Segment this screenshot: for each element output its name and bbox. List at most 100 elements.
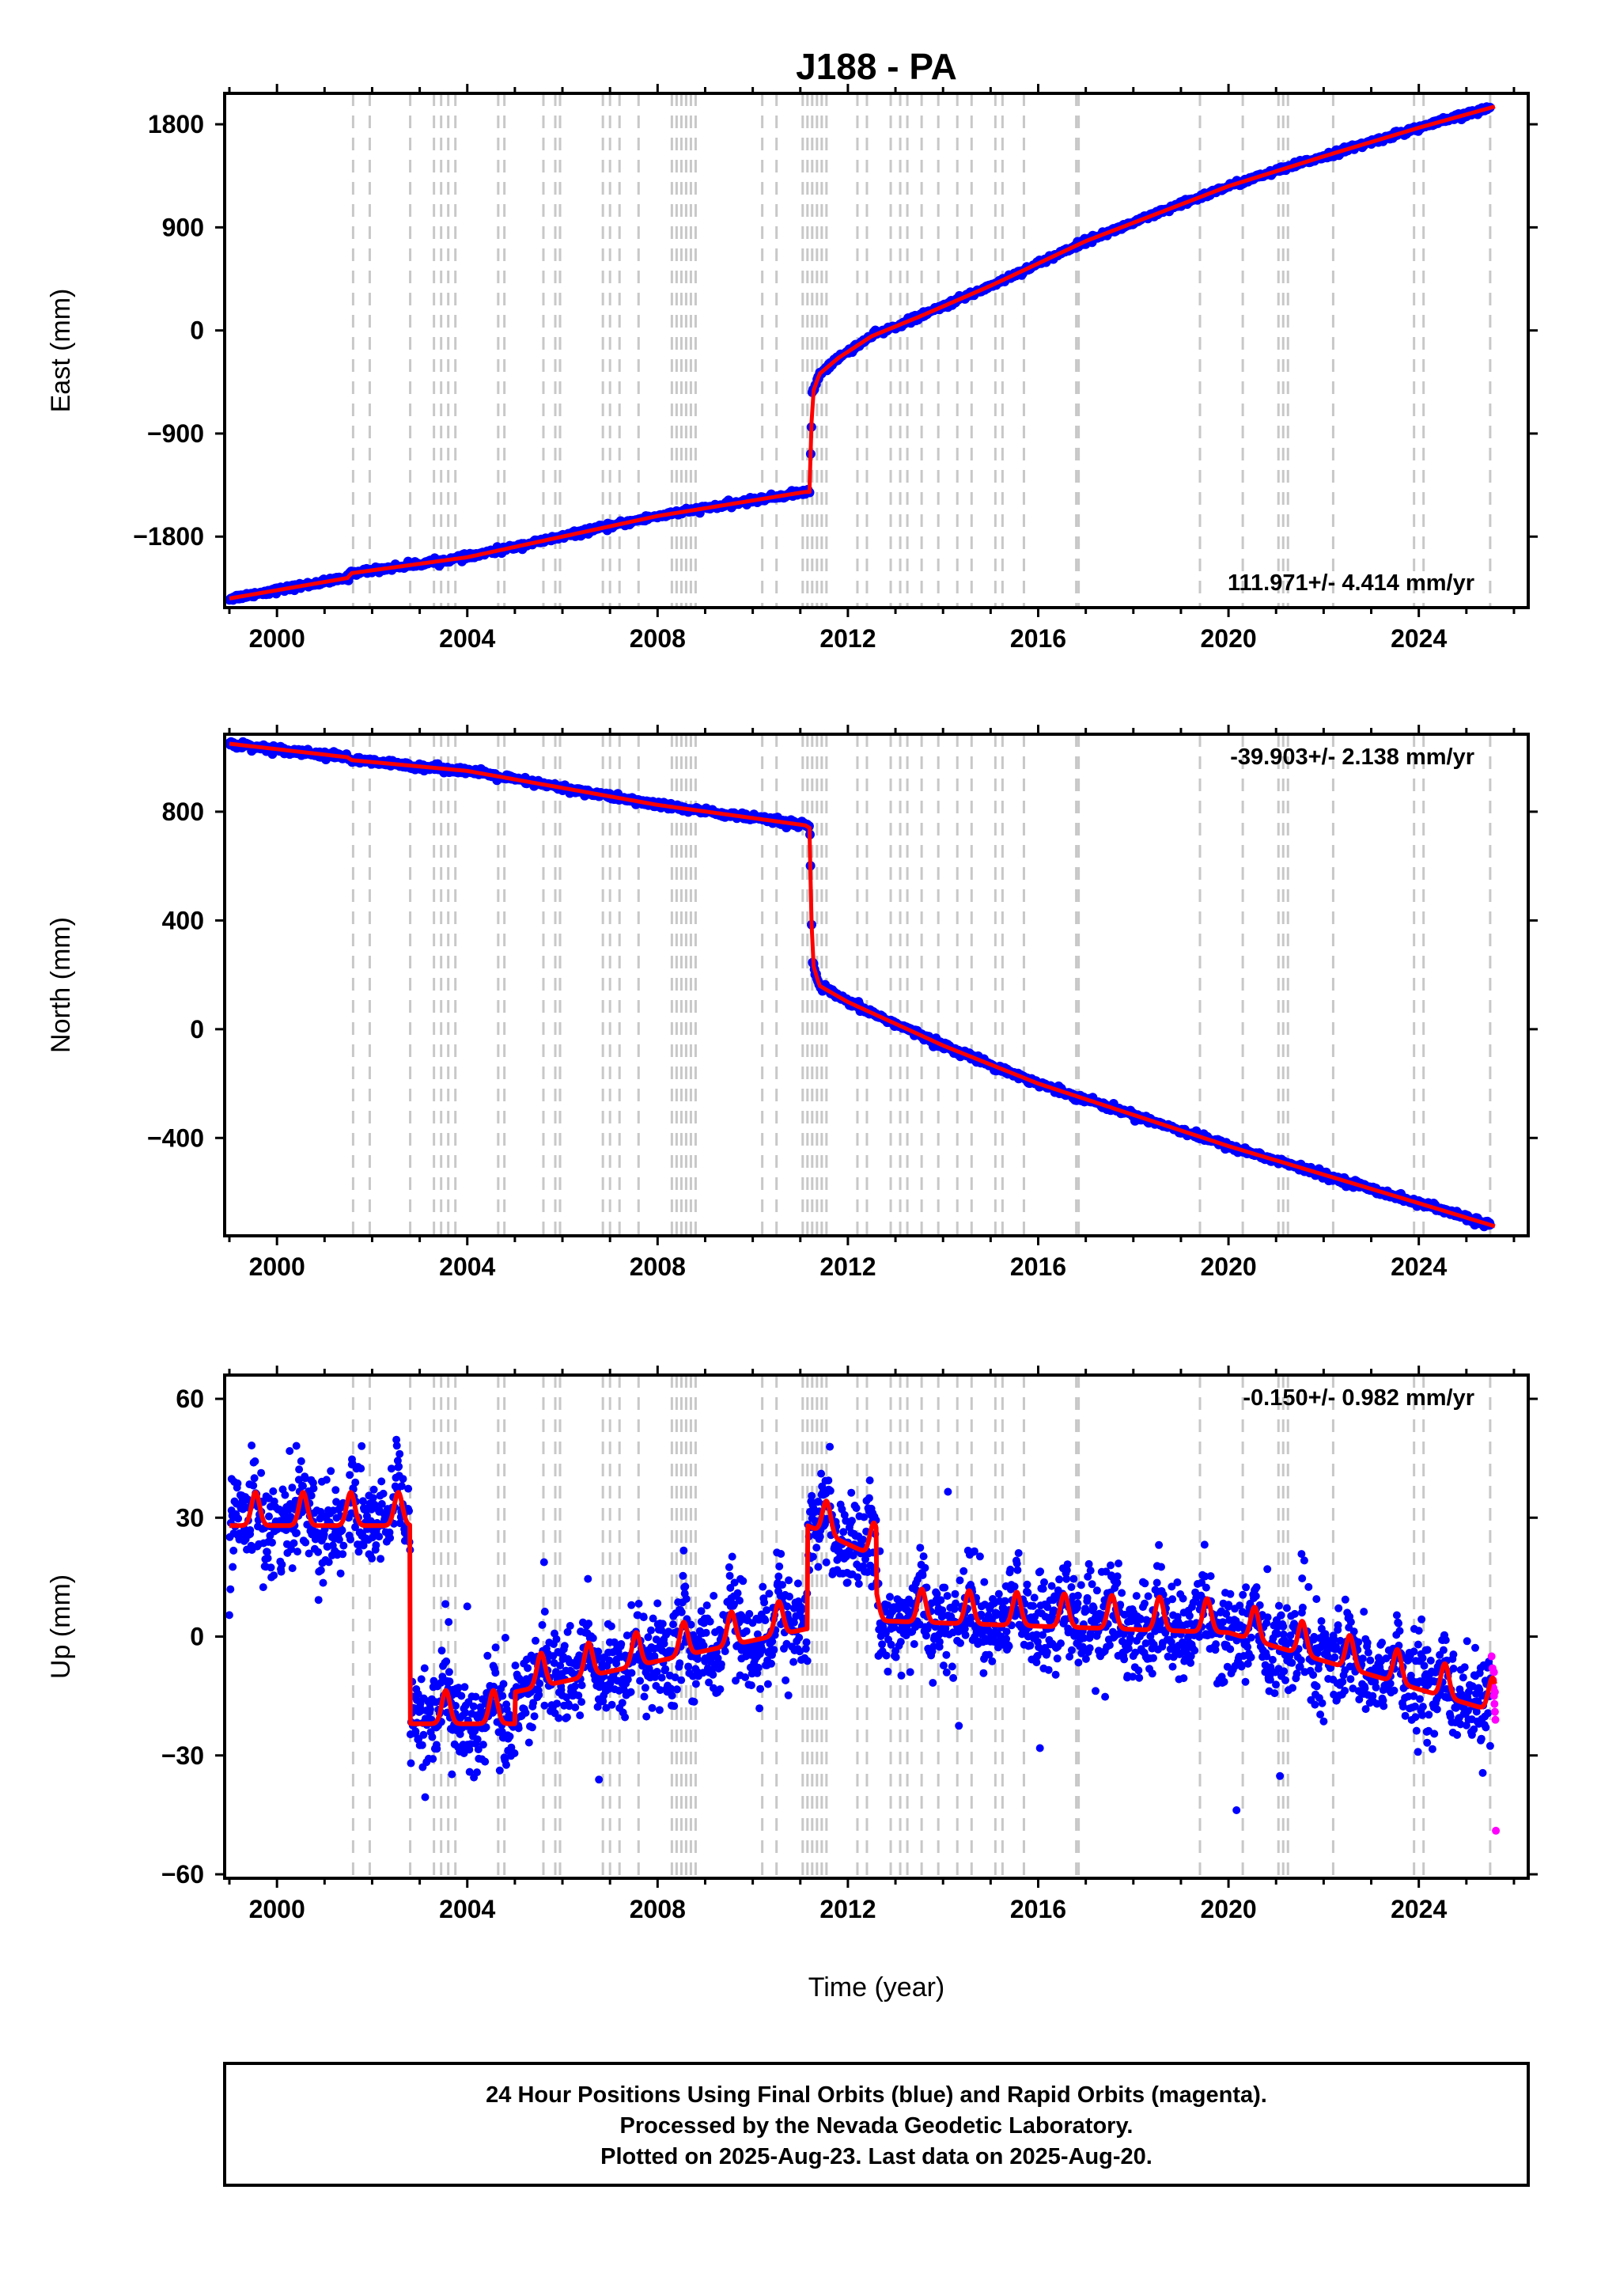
final-orbit-point bbox=[860, 1513, 869, 1521]
final-orbit-point bbox=[770, 1646, 778, 1654]
final-orbit-point bbox=[774, 1572, 783, 1581]
final-orbit-point bbox=[1036, 1567, 1045, 1576]
final-orbit-point bbox=[316, 1566, 325, 1574]
y-tick-label: 0 bbox=[190, 316, 204, 345]
final-orbit-point bbox=[229, 1563, 237, 1571]
final-orbit-point bbox=[739, 1577, 748, 1586]
x-tick-label: 2024 bbox=[1391, 624, 1447, 653]
final-orbit-point bbox=[552, 1635, 561, 1643]
final-orbit-point bbox=[405, 1506, 413, 1515]
final-orbit-point bbox=[1055, 1575, 1064, 1584]
final-orbit-point bbox=[681, 1582, 690, 1591]
final-orbit-point bbox=[1083, 1593, 1092, 1602]
final-orbit-point bbox=[937, 1596, 945, 1605]
final-orbit-point bbox=[1010, 1582, 1019, 1591]
final-orbit-point bbox=[763, 1680, 772, 1688]
final-orbit-point bbox=[1026, 1641, 1035, 1650]
final-orbit-point bbox=[386, 1533, 395, 1542]
final-orbit-point bbox=[1030, 1593, 1039, 1602]
y-tick-label: 800 bbox=[162, 798, 204, 826]
final-orbit-point bbox=[419, 1730, 428, 1739]
final-orbit-point bbox=[442, 1657, 451, 1665]
final-orbit-point bbox=[687, 1620, 695, 1629]
east-y-axis-title: East (mm) bbox=[46, 289, 76, 413]
final-orbit-point bbox=[566, 1622, 574, 1630]
final-orbit-point bbox=[293, 1548, 301, 1556]
final-orbit-point bbox=[1035, 1744, 1044, 1752]
final-orbit-point bbox=[584, 1574, 592, 1583]
final-orbit-point bbox=[1069, 1574, 1078, 1583]
final-orbit-point bbox=[286, 1447, 294, 1455]
final-orbit-point bbox=[246, 1526, 255, 1534]
final-orbit-point bbox=[843, 1578, 852, 1587]
final-orbit-point bbox=[529, 1699, 538, 1707]
final-orbit-point bbox=[661, 1665, 670, 1673]
final-orbit-point bbox=[441, 1600, 450, 1608]
x-tick-label: 2008 bbox=[630, 1252, 686, 1281]
final-orbit-point bbox=[1062, 1574, 1071, 1583]
final-orbit-point bbox=[572, 1661, 581, 1670]
final-orbit-point bbox=[657, 1673, 666, 1682]
final-orbit-point bbox=[532, 1636, 539, 1645]
final-orbit-point bbox=[556, 1661, 565, 1670]
final-orbit-point bbox=[1073, 1599, 1082, 1608]
final-orbit-point bbox=[511, 1661, 520, 1670]
north-model-line bbox=[229, 741, 1496, 1229]
final-orbit-point bbox=[463, 1602, 471, 1611]
final-orbit-point bbox=[894, 1605, 903, 1613]
final-orbit-point bbox=[728, 1552, 736, 1561]
final-orbit-point bbox=[414, 1690, 422, 1699]
final-orbit-point bbox=[565, 1702, 573, 1711]
final-orbit-point bbox=[437, 1678, 445, 1687]
final-orbit-point bbox=[961, 1631, 970, 1639]
final-orbit-point bbox=[736, 1597, 744, 1605]
final-orbit-point bbox=[594, 1647, 603, 1656]
final-orbit-point bbox=[1092, 1586, 1101, 1595]
final-orbit-point bbox=[539, 1558, 548, 1567]
final-orbit-point bbox=[473, 1768, 481, 1777]
final-orbit-point bbox=[785, 1593, 793, 1601]
final-orbit-point bbox=[784, 1691, 793, 1699]
final-orbit-point bbox=[377, 1499, 386, 1508]
final-orbit-point bbox=[623, 1631, 631, 1640]
final-orbit-point bbox=[473, 1735, 482, 1744]
final-orbit-point bbox=[457, 1692, 466, 1700]
final-orbit-point bbox=[377, 1477, 386, 1486]
final-orbit-point bbox=[761, 1616, 770, 1624]
final-orbit-point bbox=[747, 1681, 755, 1690]
up-plot-area bbox=[225, 1375, 1501, 1878]
final-orbit-point bbox=[454, 1684, 463, 1692]
final-orbit-point bbox=[676, 1659, 684, 1668]
final-orbit-point bbox=[956, 1576, 964, 1585]
x-tick-label: 2020 bbox=[1200, 624, 1256, 653]
east-x-axis: 2000 2004 2008 2012 2016 2020 2024 bbox=[228, 84, 1516, 653]
final-orbit-point bbox=[293, 1529, 301, 1537]
final-orbit-point bbox=[922, 1631, 930, 1640]
final-orbit-point bbox=[292, 1442, 301, 1450]
final-orbit-point bbox=[498, 1727, 506, 1736]
final-orbit-point bbox=[1067, 1583, 1076, 1591]
final-orbit-point bbox=[474, 1745, 483, 1754]
final-orbit-point bbox=[1053, 1654, 1062, 1663]
final-orbit-point bbox=[521, 1708, 530, 1717]
final-orbit-point bbox=[975, 1552, 984, 1561]
final-orbit-point bbox=[803, 1657, 812, 1665]
final-orbit-point bbox=[233, 1479, 242, 1487]
final-orbit-point bbox=[1063, 1560, 1072, 1569]
north-frame bbox=[223, 733, 1530, 1237]
x-tick-label: 2020 bbox=[1200, 1252, 1256, 1281]
final-orbit-point bbox=[538, 1620, 547, 1629]
east-plot-area bbox=[225, 93, 1496, 608]
final-orbit-point bbox=[668, 1692, 676, 1700]
final-orbit-point bbox=[822, 1558, 831, 1567]
final-orbit-point bbox=[648, 1703, 657, 1712]
final-orbit-point bbox=[225, 1611, 233, 1620]
final-orbit-point bbox=[491, 1643, 500, 1652]
final-orbit-point bbox=[826, 1487, 835, 1495]
final-orbit-point bbox=[677, 1676, 686, 1684]
east-rate-label: 111.971+/- 4.414 mm/yr bbox=[1228, 570, 1474, 596]
final-orbit-point bbox=[482, 1723, 490, 1732]
final-orbit-point bbox=[358, 1442, 366, 1450]
